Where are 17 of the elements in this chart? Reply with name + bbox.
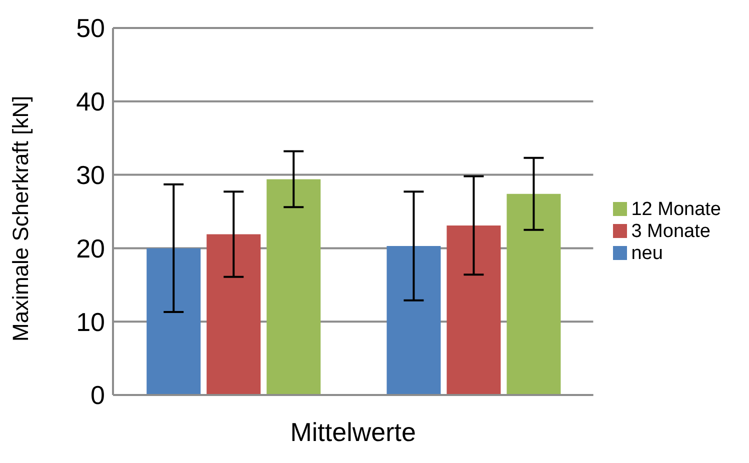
y-tick-label: 30 (76, 160, 105, 190)
legend-label: 3 Monate (631, 220, 710, 242)
y-tick-label: 40 (76, 86, 105, 117)
bar (206, 234, 261, 395)
bar (446, 225, 501, 395)
x-axis-title: Mittelwerte (290, 417, 416, 447)
legend-label: 12 Monate (631, 198, 721, 220)
y-tick-label: 0 (90, 380, 105, 410)
legend-label: neu (631, 242, 663, 264)
y-axis-title: Maximale Scherkraft [kN] (8, 96, 33, 342)
bar (506, 194, 561, 395)
bar (266, 179, 321, 395)
y-tick-label: 10 (76, 306, 105, 337)
bar (146, 248, 201, 395)
y-tick-label: 50 (76, 13, 105, 44)
bar (386, 246, 441, 395)
y-tick-label: 20 (76, 233, 105, 264)
